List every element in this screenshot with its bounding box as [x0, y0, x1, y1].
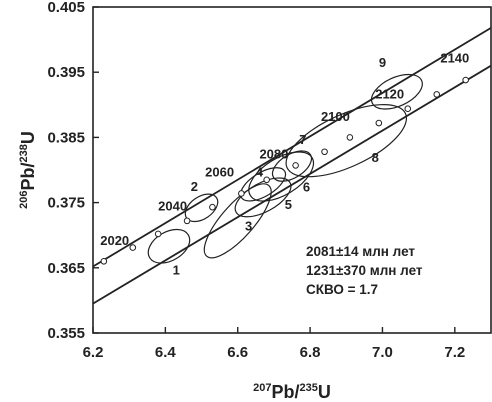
- ellipse-label-8: 8: [372, 150, 379, 165]
- age-upper-intercept: 2081±14 млн лет: [306, 244, 415, 259]
- concordia-curve: [92, 27, 492, 268]
- concordia-age-marker: [263, 176, 270, 184]
- age-label-2140: 2140: [440, 50, 469, 65]
- x-axis-title: 207Pb/235U: [253, 382, 331, 402]
- discordia-line: [92, 64, 492, 305]
- x-tick-label: 6.2: [83, 344, 104, 361]
- concordia-age-marker: [404, 105, 412, 113]
- y-tick-label: 0.405: [47, 0, 85, 16]
- error-ellipse-9: [370, 73, 423, 110]
- y-tick-label: 0.385: [47, 129, 85, 146]
- concordia-age-marker: [375, 119, 383, 127]
- ellipse-label-1: 1: [173, 262, 180, 277]
- concordia-age-marker: [183, 217, 191, 225]
- y-tick-label: 0.375: [47, 195, 85, 212]
- y-axis-title: 206Pb/238U: [18, 131, 38, 209]
- y-tick-label: 0.365: [47, 260, 85, 277]
- x-tick-label: 7.0: [372, 344, 393, 361]
- x-tick-label: 6.8: [300, 344, 321, 361]
- concordia-age-marker: [292, 162, 299, 169]
- concordia-age-marker: [462, 76, 469, 84]
- ellipse-label-5: 5: [285, 197, 292, 212]
- x-tick-label: 6.6: [227, 344, 248, 361]
- ellipse-label-6: 6: [303, 180, 310, 195]
- concordia-age-marker: [129, 244, 137, 251]
- concordia-age-marker: [154, 230, 162, 238]
- y-tick-label: 0.355: [47, 325, 85, 342]
- concordia-age-marker: [209, 203, 216, 211]
- age-label-2060: 2060: [205, 165, 234, 180]
- age-lower-intercept: 1231±370 млн лет: [306, 263, 423, 278]
- x-tick-label: 7.2: [444, 344, 465, 361]
- mswd-value: СКВО = 1.7: [306, 282, 378, 297]
- error-ellipse-4: [240, 167, 287, 202]
- error-ellipse-8: [285, 104, 408, 178]
- ellipse-label-2: 2: [191, 179, 198, 194]
- error-ellipse-1: [147, 228, 191, 264]
- age-label-2080: 2080: [259, 146, 288, 161]
- error-ellipse-5: [234, 177, 292, 218]
- age-label-2100: 2100: [321, 109, 350, 124]
- concordia-age-marker: [321, 148, 328, 156]
- concordia-age-marker: [433, 91, 441, 98]
- ellipse-label-4: 4: [256, 165, 264, 180]
- x-tick-label: 6.4: [155, 344, 177, 361]
- plot-frame: [92, 6, 492, 334]
- ellipse-label-7: 7: [299, 132, 306, 147]
- ellipse-label-9: 9: [379, 55, 386, 70]
- ellipse-label-3: 3: [245, 219, 252, 234]
- age-label-2020: 2020: [100, 233, 129, 248]
- concordia-age-marker: [100, 257, 108, 265]
- concordia-age-marker: [346, 134, 354, 141]
- y-tick-label: 0.395: [47, 64, 85, 81]
- age-label-2040: 2040: [158, 198, 187, 213]
- age-label-2120: 2120: [375, 86, 404, 101]
- error-ellipse-3: [203, 183, 272, 259]
- concordia-age-marker: [238, 190, 245, 197]
